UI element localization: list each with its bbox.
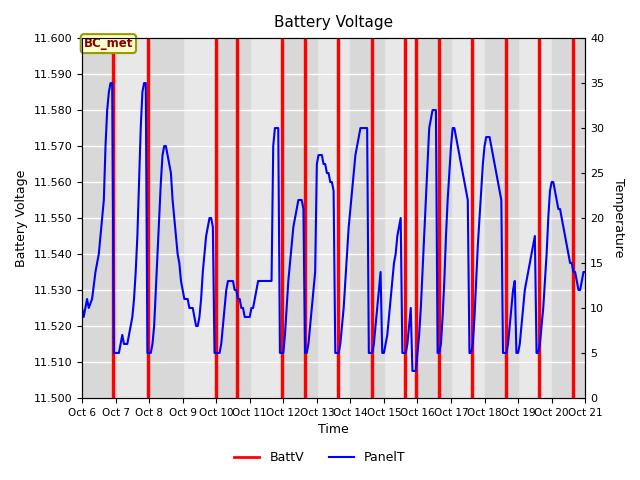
Bar: [304, 38, 306, 398]
Bar: [82, 38, 116, 398]
Bar: [415, 38, 417, 398]
Y-axis label: Battery Voltage: Battery Voltage: [15, 169, 28, 267]
Bar: [538, 38, 540, 398]
Bar: [484, 38, 518, 398]
Bar: [337, 38, 339, 398]
X-axis label: Time: Time: [318, 423, 349, 436]
Bar: [572, 38, 574, 398]
Bar: [404, 38, 406, 398]
Title: Battery Voltage: Battery Voltage: [274, 15, 393, 30]
Bar: [350, 38, 384, 398]
Bar: [371, 38, 372, 398]
Bar: [281, 38, 284, 398]
Bar: [284, 38, 317, 398]
Legend: BattV, PanelT: BattV, PanelT: [229, 446, 411, 469]
Bar: [417, 38, 451, 398]
Text: BC_met: BC_met: [84, 37, 133, 50]
Bar: [112, 38, 114, 398]
Bar: [438, 38, 440, 398]
Bar: [147, 38, 149, 398]
Bar: [216, 38, 250, 398]
Y-axis label: Temperature: Temperature: [612, 179, 625, 258]
Bar: [215, 38, 217, 398]
Bar: [505, 38, 507, 398]
Bar: [236, 38, 238, 398]
Bar: [149, 38, 182, 398]
Bar: [552, 38, 585, 398]
Bar: [471, 38, 473, 398]
